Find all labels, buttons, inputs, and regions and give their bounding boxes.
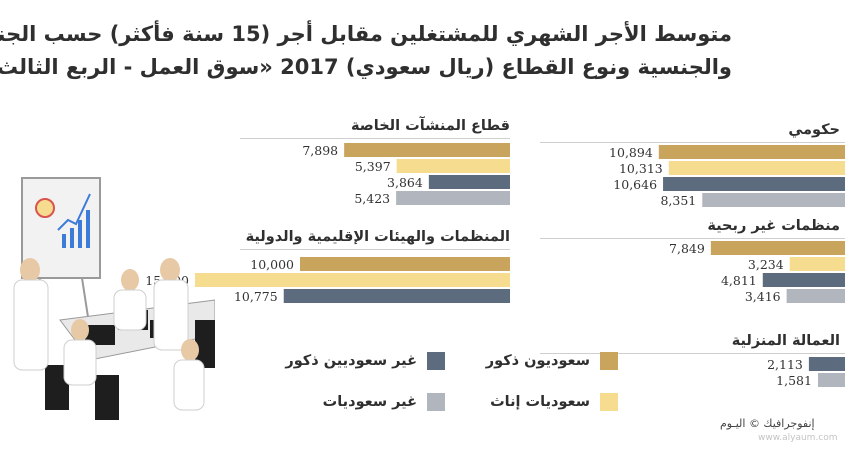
legend-swatch-saudi-female — [600, 393, 618, 411]
bar-international-saudi-female — [195, 273, 510, 287]
bar-government-saudi-male — [658, 145, 845, 159]
bar-private-saudi-male — [344, 143, 510, 157]
value-label-government-nonsaudi-male: 10,646 — [613, 177, 657, 192]
group-title-private: قطاع المنشآت الخاصة — [350, 118, 510, 134]
value-label-nonprofit-saudi-male: 7,849 — [669, 241, 705, 256]
bar-government-nonsaudi-male — [663, 177, 845, 191]
value-label-international-nonsaudi-male: 10,775 — [234, 289, 278, 304]
value-label-domestic-nonsaudi-male: 2,113 — [767, 357, 803, 372]
value-label-private-nonsaudi-male: 3,864 — [387, 175, 423, 190]
legend-swatch-nonsaudi-female — [427, 393, 445, 411]
legend-label-nonsaudi-female: غير سعوديات — [322, 394, 417, 410]
group-rule-international — [240, 249, 510, 250]
watermark: www.alyaum.com — [758, 433, 838, 443]
legend-swatch-saudi-male — [600, 352, 618, 370]
footer-brand: إنفوجرافيك © اليـوم — [720, 417, 815, 430]
group-title-international: المنظمات والهيئات الإقليمية والدولية — [245, 229, 510, 245]
chart-title-line-2: والجنسية ونوع القطاع (ريال سعودي) 2017 «… — [0, 55, 732, 79]
bar-international-saudi-male — [300, 257, 510, 271]
group-rule-nonprofit — [540, 238, 845, 239]
legend-label-saudi-female: سعوديات إناث — [490, 394, 590, 410]
bar-nonprofit-nonsaudi-male — [762, 273, 845, 287]
value-label-nonprofit-nonsaudi-female: 3,416 — [745, 289, 781, 304]
bar-nonprofit-nonsaudi-female — [786, 289, 845, 303]
group-rule-domestic — [540, 353, 845, 354]
office-meeting-illustration — [13, 177, 215, 420]
group-title-nonprofit: منظمات غير ربحية — [707, 218, 840, 234]
value-label-domestic-nonsaudi-female: 1,581 — [776, 373, 812, 388]
chart-title-line-1: متوسط الأجر الشهري للمشتغلين مقابل أجر (… — [0, 22, 732, 46]
bar-nonprofit-saudi-male — [710, 241, 845, 255]
value-label-government-saudi-male: 10,894 — [609, 145, 653, 160]
legend-item-nonsaudi-male: غير سعوديين ذكور — [285, 352, 445, 370]
bar-private-nonsaudi-female — [396, 191, 510, 205]
legend-item-saudi-female: سعوديات إناث — [490, 393, 618, 411]
value-label-private-nonsaudi-female: 5,423 — [354, 191, 390, 206]
bar-private-nonsaudi-male — [428, 175, 510, 189]
bar-international-nonsaudi-male — [283, 289, 510, 303]
bar-government-saudi-female — [668, 161, 845, 175]
bar-nonprofit-saudi-female — [789, 257, 845, 271]
legend-label-nonsaudi-male: غير سعوديين ذكور — [285, 353, 417, 369]
bar-domestic-nonsaudi-female — [817, 373, 845, 387]
legend-swatch-nonsaudi-male — [427, 352, 445, 370]
legend-item-nonsaudi-female: غير سعوديات — [323, 393, 445, 411]
value-label-private-saudi-male: 7,898 — [302, 143, 338, 158]
legend-label-saudi-male: سعوديون ذكور — [485, 353, 590, 369]
bar-private-saudi-female — [396, 159, 510, 173]
value-label-nonprofit-saudi-female: 3,234 — [748, 257, 784, 272]
legend-item-saudi-male: سعوديون ذكور — [486, 352, 618, 370]
value-label-nonprofit-nonsaudi-male: 4,811 — [721, 273, 757, 288]
value-label-private-saudi-female: 5,397 — [355, 159, 391, 174]
bar-government-nonsaudi-female — [702, 193, 845, 207]
group-rule-private — [240, 138, 510, 139]
value-label-government-saudi-female: 10,313 — [619, 161, 663, 176]
group-title-domestic: العمالة المنزلية — [731, 333, 840, 349]
group-rule-government — [540, 142, 845, 143]
value-label-government-nonsaudi-female: 8,351 — [660, 193, 696, 208]
group-title-government: حكومي — [788, 122, 840, 138]
value-label-international-saudi-male: 10,000 — [250, 257, 294, 272]
bar-domestic-nonsaudi-male — [808, 357, 845, 371]
